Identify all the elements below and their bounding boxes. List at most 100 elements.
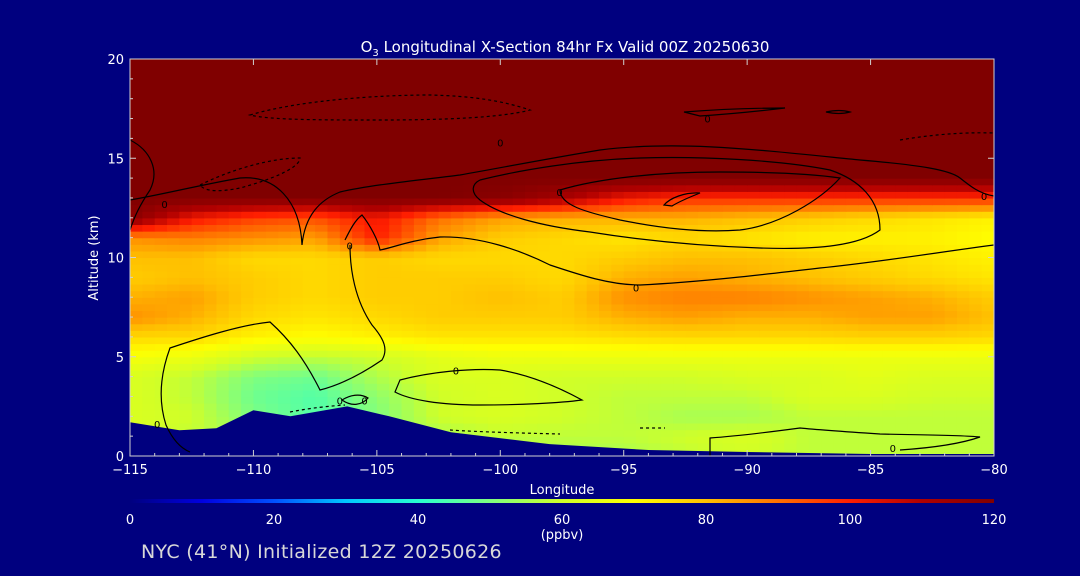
heatmap-cell	[426, 383, 440, 391]
heatmap-cell	[142, 98, 156, 106]
heatmap-cell	[710, 264, 724, 272]
heatmap-cell	[142, 105, 156, 113]
heatmap-cell	[562, 257, 575, 265]
heatmap-cell	[352, 350, 366, 358]
heatmap-cell	[364, 231, 378, 239]
heatmap-cell	[524, 277, 538, 285]
heatmap-cell	[821, 237, 835, 245]
heatmap-cell	[821, 85, 835, 93]
heatmap-cell	[487, 217, 501, 226]
heatmap-cell	[475, 396, 489, 404]
heatmap-cell	[339, 105, 353, 113]
heatmap-cell	[562, 85, 575, 93]
heatmap-cell	[895, 244, 909, 252]
heatmap-cell	[784, 184, 798, 192]
heatmap-cell	[290, 131, 304, 139]
heatmap-cell	[142, 131, 156, 139]
heatmap-cell	[438, 257, 452, 265]
heatmap-cell	[784, 98, 798, 106]
heatmap-cell	[882, 264, 896, 272]
heatmap-cell	[796, 178, 810, 186]
heatmap-cell	[327, 204, 341, 212]
heatmap-cell	[426, 217, 440, 226]
heatmap-cell	[401, 369, 415, 378]
heatmap-cell	[413, 283, 427, 292]
heatmap-cell	[265, 350, 279, 358]
heatmap-cell	[364, 197, 378, 206]
heatmap-cell	[648, 65, 662, 73]
heatmap-cell	[537, 403, 551, 411]
heatmap-cell	[771, 78, 785, 87]
heatmap-cell	[858, 78, 872, 87]
heatmap-cell	[845, 59, 859, 67]
heatmap-cell	[253, 145, 267, 153]
heatmap-cell	[352, 217, 366, 226]
heatmap-cell	[167, 422, 180, 431]
heatmap-cell	[623, 383, 637, 391]
heatmap-cell	[265, 303, 279, 312]
heatmap-cell	[549, 257, 563, 265]
heatmap-cell	[364, 317, 378, 325]
heatmap-cell	[969, 105, 983, 113]
heatmap-cell	[586, 350, 600, 358]
heatmap-cell	[808, 264, 822, 272]
heatmap-cell	[636, 436, 649, 444]
heatmap-cell	[611, 59, 625, 67]
heatmap-cell	[858, 436, 872, 444]
heatmap-cell	[907, 231, 921, 239]
heatmap-cell	[339, 264, 353, 272]
heatmap-cell	[796, 436, 810, 444]
heatmap-cell	[413, 211, 427, 219]
heatmap-cell	[747, 290, 761, 298]
heatmap-cell	[450, 59, 464, 67]
heatmap-cell	[771, 409, 785, 417]
heatmap-cell	[784, 356, 798, 364]
heatmap-cell	[710, 72, 724, 80]
heatmap-cell	[611, 330, 625, 338]
heatmap-cell	[562, 416, 575, 424]
heatmap-cell	[944, 336, 958, 345]
heatmap-cell	[784, 449, 798, 456]
heatmap-cell	[944, 389, 958, 398]
heatmap-cell	[734, 283, 748, 292]
heatmap-cell	[586, 131, 600, 139]
heatmap-cell	[574, 429, 588, 437]
heatmap-cell	[315, 303, 329, 312]
heatmap-cell	[142, 78, 156, 87]
heatmap-cell	[413, 257, 427, 265]
contour-label: 0	[704, 115, 710, 126]
heatmap-cell	[932, 184, 946, 192]
heatmap-cell	[537, 330, 551, 338]
heatmap-cell	[302, 158, 316, 166]
heatmap-cell	[858, 323, 872, 331]
heatmap-cell	[450, 356, 464, 364]
heatmap-cell	[648, 164, 662, 173]
heatmap-cell	[660, 409, 674, 417]
heatmap-cell	[130, 396, 143, 404]
heatmap-cell	[858, 317, 872, 325]
heatmap-cell	[784, 317, 798, 325]
heatmap-cell	[969, 98, 983, 106]
heatmap-cell	[697, 171, 711, 179]
heatmap-cell	[981, 231, 994, 239]
heatmap-cell	[315, 78, 329, 87]
heatmap-cell	[241, 330, 255, 338]
heatmap-cell	[167, 336, 180, 345]
heatmap-cell	[956, 217, 970, 226]
heatmap-cell	[142, 92, 156, 100]
heatmap-cell	[401, 403, 415, 411]
heatmap-cell	[932, 197, 946, 206]
heatmap-cell	[228, 164, 242, 173]
heatmap-cell	[364, 290, 378, 298]
heatmap-cell	[907, 145, 921, 153]
heatmap-cell	[710, 191, 724, 199]
heatmap-cell	[722, 409, 736, 417]
heatmap-cell	[969, 436, 983, 444]
heatmap-cell	[784, 72, 798, 80]
heatmap-cell	[524, 250, 538, 259]
heatmap-cell	[524, 85, 538, 93]
heatmap-cell	[919, 92, 933, 100]
heatmap-cell	[845, 297, 859, 305]
heatmap-cell	[290, 290, 304, 298]
heatmap-cell	[821, 211, 835, 219]
